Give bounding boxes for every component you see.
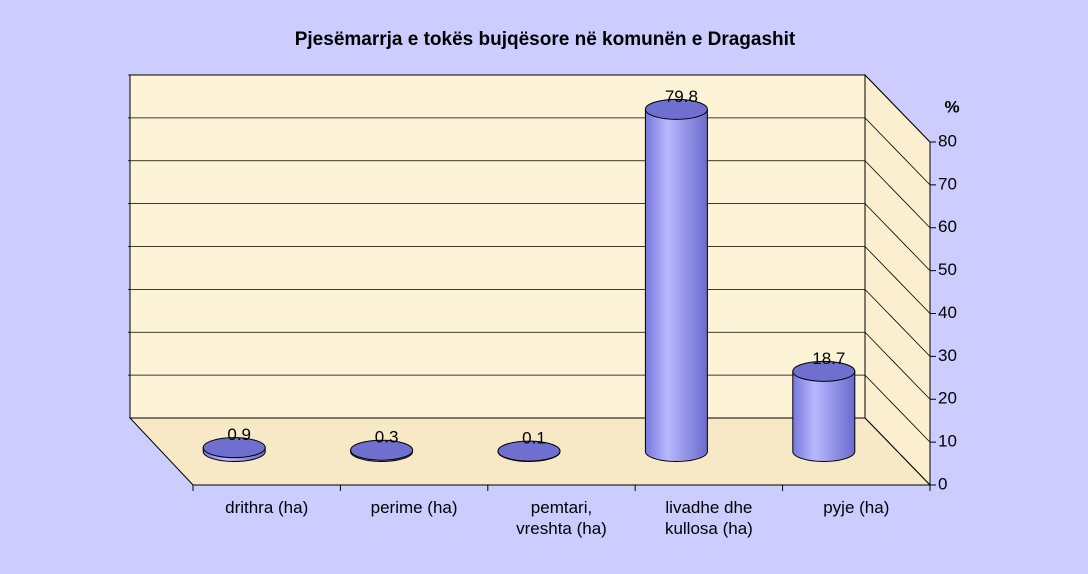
y-tick-label: 60 — [938, 217, 957, 236]
x-tick-label: drithra (ha) — [225, 498, 309, 517]
value-label: 0.3 — [375, 428, 399, 447]
y-tick-label: 50 — [938, 260, 957, 279]
value-label: 0.1 — [522, 429, 546, 448]
grid-line — [864, 74, 931, 143]
bar — [202, 437, 266, 462]
bar — [644, 98, 708, 462]
grid-line — [864, 374, 931, 443]
y-tick-label: 70 — [938, 174, 957, 193]
x-tick-label: pemtari, vreshta (ha) — [516, 498, 607, 538]
bar-top — [644, 98, 708, 120]
x-tick-label: livadhe dhe kullosa (ha) — [664, 498, 753, 538]
bar — [792, 360, 856, 462]
y-tick-label: 80 — [938, 131, 957, 150]
y-axis-label: % — [944, 97, 959, 116]
bar-top — [202, 437, 266, 459]
x-tick-label: perime (ha) — [370, 498, 458, 517]
value-label: 18.7 — [812, 349, 845, 368]
grid-line — [864, 331, 931, 400]
bar — [497, 440, 561, 462]
y-tick-label: 10 — [938, 432, 957, 451]
y-tick-label: 40 — [938, 303, 957, 322]
bar — [350, 439, 414, 462]
x-tick-label: pyje (ha) — [823, 498, 890, 517]
bar-body — [644, 108, 708, 462]
grid-line — [864, 246, 931, 314]
bar-top — [350, 439, 414, 461]
bar-body — [792, 370, 856, 462]
value-label: 0.9 — [227, 425, 251, 444]
grid-line — [864, 203, 931, 271]
grid-line — [864, 289, 931, 357]
y-tick-label: 20 — [938, 389, 957, 408]
y-tick-label: 30 — [938, 346, 957, 365]
bar-top — [792, 360, 856, 382]
value-label: 79.8 — [665, 87, 698, 106]
grid-line — [864, 160, 931, 229]
y-tick-label: 0 — [938, 474, 947, 493]
grid-line — [864, 117, 931, 186]
chart-title: Pjesëmarrja e tokës bujqësore në komunën… — [295, 29, 796, 50]
bar-top — [497, 440, 561, 462]
